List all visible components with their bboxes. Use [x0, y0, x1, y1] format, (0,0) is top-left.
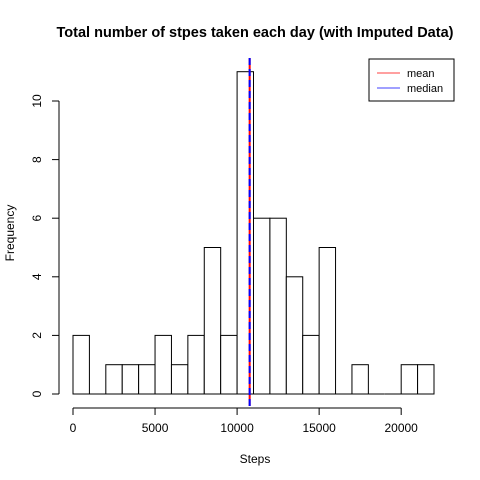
- legend-mean-label: mean: [407, 68, 435, 80]
- x-tick-label: 10000: [220, 421, 254, 435]
- y-tick-label: 4: [30, 273, 44, 280]
- histogram-bar: [302, 334, 320, 395]
- histogram-bar: [236, 71, 255, 395]
- y-tick-label: 0: [30, 390, 44, 397]
- histogram-bar: [105, 364, 123, 395]
- histogram-bar: [417, 364, 435, 395]
- y-axis: 0 2 4 6 8 10: [30, 94, 60, 397]
- x-tick-label: 15000: [302, 421, 336, 435]
- x-tick-label: 20000: [384, 421, 418, 435]
- histogram-bar: [351, 364, 369, 395]
- x-tick-label: 5000: [142, 421, 169, 435]
- histogram-bar: [203, 247, 222, 395]
- legend-box: [368, 58, 455, 102]
- y-tick-label: 10: [30, 94, 44, 108]
- histogram-bar: [121, 364, 140, 395]
- histogram-bar: [285, 276, 304, 395]
- histogram-bar: [170, 364, 189, 395]
- histogram-bar: [269, 217, 287, 395]
- x-tick-label: 0: [70, 421, 77, 435]
- histogram-bar: [318, 247, 337, 395]
- bars-group: [72, 71, 435, 395]
- x-axis: 0 5000 10000 15000 20000: [70, 407, 418, 435]
- x-axis-label: Steps: [240, 452, 271, 466]
- histogram-bar: [253, 217, 271, 395]
- y-tick-label: 2: [30, 332, 44, 339]
- histogram-bar: [400, 364, 419, 395]
- chart-title: Total number of stpes taken each day (wi…: [57, 25, 454, 41]
- histogram-bar: [187, 334, 205, 395]
- histogram-bar: [72, 334, 90, 395]
- y-tick-label: 6: [30, 215, 44, 222]
- legend-median-label: median: [407, 83, 443, 95]
- y-axis-label: Frequency: [3, 205, 17, 262]
- legend: mean median: [368, 58, 455, 102]
- y-tick-label: 8: [30, 156, 44, 163]
- histogram-bar: [154, 334, 172, 395]
- histogram-bar: [138, 364, 156, 395]
- histogram-bar: [220, 334, 238, 395]
